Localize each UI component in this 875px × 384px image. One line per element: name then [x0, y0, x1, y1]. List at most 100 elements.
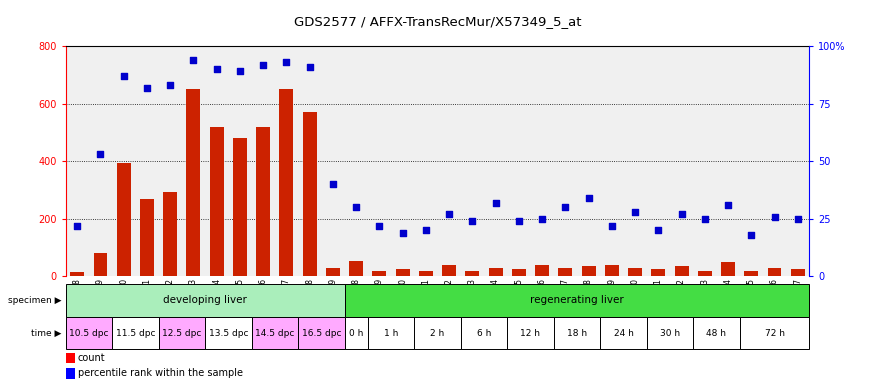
Point: [164, 82, 178, 88]
Point: [396, 230, 410, 236]
Text: 2 h: 2 h: [430, 329, 444, 338]
Bar: [600, 317, 647, 349]
Text: 12 h: 12 h: [521, 329, 541, 338]
Point: [256, 61, 270, 68]
Text: 48 h: 48 h: [706, 329, 726, 338]
Bar: [158, 317, 205, 349]
Bar: [373, 271, 387, 276]
Bar: [396, 269, 410, 276]
Point: [186, 57, 200, 63]
Bar: [767, 268, 781, 276]
Text: GDS2577 / AFFX-TransRecMur/X57349_5_at: GDS2577 / AFFX-TransRecMur/X57349_5_at: [294, 15, 581, 28]
Text: developing liver: developing liver: [163, 295, 247, 306]
Bar: [345, 284, 809, 317]
Point: [233, 68, 247, 74]
Text: 30 h: 30 h: [660, 329, 680, 338]
Point: [442, 211, 456, 217]
Point: [94, 151, 108, 157]
Bar: [675, 266, 689, 276]
Bar: [112, 317, 158, 349]
Bar: [345, 317, 368, 349]
Bar: [558, 268, 572, 276]
Bar: [693, 317, 739, 349]
Point: [745, 232, 759, 238]
Point: [791, 216, 805, 222]
Text: percentile rank within the sample: percentile rank within the sample: [78, 368, 242, 378]
Text: 10.5 dpc: 10.5 dpc: [69, 329, 108, 338]
Bar: [298, 317, 345, 349]
Bar: [210, 127, 224, 276]
Point: [373, 223, 387, 229]
Bar: [349, 261, 363, 276]
Bar: [66, 317, 112, 349]
Point: [140, 84, 154, 91]
Point: [651, 227, 665, 233]
Point: [605, 223, 619, 229]
Bar: [582, 266, 596, 276]
Bar: [140, 199, 154, 276]
Text: 13.5 dpc: 13.5 dpc: [208, 329, 248, 338]
Bar: [368, 317, 414, 349]
Bar: [698, 271, 711, 276]
Text: 24 h: 24 h: [613, 329, 634, 338]
Point: [210, 66, 224, 72]
Point: [419, 227, 433, 233]
Text: 16.5 dpc: 16.5 dpc: [302, 329, 341, 338]
Text: 72 h: 72 h: [765, 329, 785, 338]
Text: time ▶: time ▶: [31, 329, 61, 338]
Bar: [164, 192, 177, 276]
Point: [279, 59, 293, 65]
Text: 18 h: 18 h: [567, 329, 587, 338]
Bar: [303, 112, 317, 276]
Point: [70, 223, 84, 229]
Text: 12.5 dpc: 12.5 dpc: [162, 329, 201, 338]
Bar: [554, 317, 600, 349]
Point: [582, 195, 596, 201]
Bar: [66, 353, 74, 363]
Bar: [66, 368, 74, 379]
Bar: [256, 127, 270, 276]
Point: [116, 73, 130, 79]
Bar: [233, 138, 247, 276]
Bar: [252, 317, 298, 349]
Text: 0 h: 0 h: [349, 329, 363, 338]
Point: [326, 181, 340, 187]
Point: [767, 214, 781, 220]
Bar: [466, 271, 480, 276]
Bar: [419, 271, 433, 276]
Bar: [605, 265, 619, 276]
Point: [721, 202, 735, 208]
Bar: [512, 269, 526, 276]
Bar: [651, 269, 665, 276]
Bar: [279, 89, 293, 276]
Bar: [94, 253, 108, 276]
Bar: [507, 317, 554, 349]
Bar: [442, 265, 456, 276]
Bar: [116, 163, 130, 276]
Text: regenerating liver: regenerating liver: [530, 295, 624, 306]
Point: [628, 209, 642, 215]
Point: [349, 204, 363, 210]
Bar: [745, 271, 759, 276]
Bar: [739, 317, 809, 349]
Bar: [326, 268, 340, 276]
Text: 14.5 dpc: 14.5 dpc: [255, 329, 295, 338]
Bar: [205, 317, 252, 349]
Point: [466, 218, 480, 224]
Bar: [186, 89, 200, 276]
Bar: [488, 268, 502, 276]
Point: [512, 218, 526, 224]
Text: 6 h: 6 h: [477, 329, 491, 338]
Bar: [461, 317, 507, 349]
Point: [303, 64, 317, 70]
Point: [675, 211, 689, 217]
Bar: [66, 284, 345, 317]
Bar: [536, 265, 550, 276]
Bar: [70, 272, 84, 276]
Bar: [721, 262, 735, 276]
Text: specimen ▶: specimen ▶: [8, 296, 61, 305]
Bar: [647, 317, 693, 349]
Text: 11.5 dpc: 11.5 dpc: [116, 329, 155, 338]
Bar: [791, 269, 805, 276]
Point: [558, 204, 572, 210]
